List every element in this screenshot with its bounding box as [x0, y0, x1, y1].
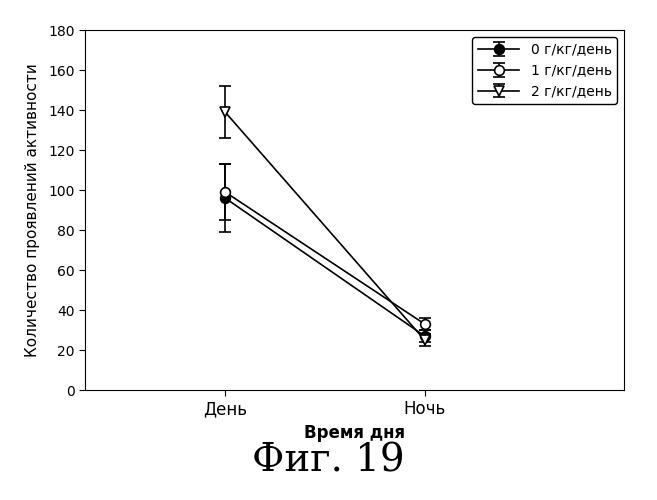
Legend: 0 г/кг/день, 1 г/кг/день, 2 г/кг/день: 0 г/кг/день, 1 г/кг/день, 2 г/кг/день: [472, 37, 617, 104]
Text: Фиг. 19: Фиг. 19: [252, 443, 405, 480]
X-axis label: Время дня: Время дня: [304, 424, 405, 442]
Y-axis label: Количество проявлений активности: Количество проявлений активности: [25, 63, 40, 357]
